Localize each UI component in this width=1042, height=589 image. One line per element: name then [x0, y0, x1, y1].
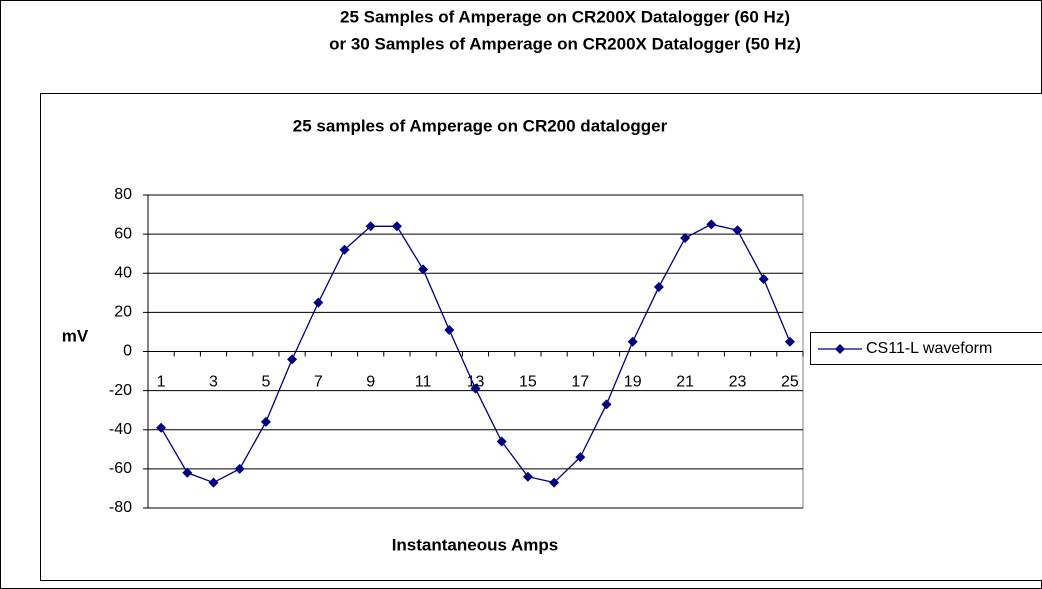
x-tick-label: 3: [209, 374, 218, 391]
y-tick-label: -40: [109, 421, 132, 438]
marker: [287, 354, 298, 365]
x-axis-label: Instantaneous Amps: [392, 535, 559, 554]
marker: [339, 244, 350, 255]
x-tick-label: 19: [624, 374, 642, 391]
chart-title: 25 samples of Amperage on CR200 datalogg…: [293, 116, 668, 135]
x-tick-label: 9: [366, 374, 375, 391]
marker: [575, 452, 586, 463]
marker: [444, 324, 455, 335]
x-tick-label: 23: [729, 374, 747, 391]
x-tick-label: 7: [314, 374, 323, 391]
y-tick-label: -80: [109, 499, 132, 516]
marker: [156, 422, 167, 433]
page-title: or 30 Samples of Amperage on CR200X Data…: [329, 34, 801, 53]
y-tick-label: 80: [114, 186, 132, 203]
marker: [549, 477, 560, 488]
page-title: 25 Samples of Amperage on CR200X Datalog…: [340, 7, 790, 26]
marker: [732, 225, 743, 236]
x-tick-label: 1: [157, 374, 166, 391]
marker: [653, 281, 664, 292]
marker: [313, 297, 324, 308]
legend-label: CS11-L waveform: [866, 340, 992, 357]
marker: [758, 274, 769, 285]
legend-marker: [835, 344, 845, 354]
x-tick-label: 5: [261, 374, 270, 391]
y-tick-label: 60: [114, 225, 132, 242]
marker: [706, 219, 717, 230]
marker: [784, 336, 795, 347]
marker: [627, 336, 638, 347]
x-tick-label: 11: [415, 374, 432, 391]
marker: [234, 463, 245, 474]
marker: [208, 477, 219, 488]
marker: [418, 264, 429, 275]
marker: [496, 436, 507, 447]
marker: [522, 471, 533, 482]
marker: [470, 383, 481, 394]
x-tick-label: 15: [519, 374, 537, 391]
y-tick-label: -60: [109, 460, 132, 477]
marker: [601, 399, 612, 410]
marker: [182, 467, 193, 478]
x-tick-label: 17: [571, 374, 589, 391]
marker: [365, 221, 376, 232]
y-tick-label: 0: [123, 343, 132, 360]
x-tick-label: 25: [781, 374, 799, 391]
y-tick-label: 40: [114, 264, 132, 281]
x-tick-label: 21: [676, 374, 694, 391]
y-tick-label: -20: [109, 382, 132, 399]
y-axis-label: mV: [62, 326, 89, 345]
marker: [680, 233, 691, 244]
y-tick-label: 20: [114, 304, 132, 321]
marker: [260, 416, 271, 427]
marker: [391, 221, 402, 232]
